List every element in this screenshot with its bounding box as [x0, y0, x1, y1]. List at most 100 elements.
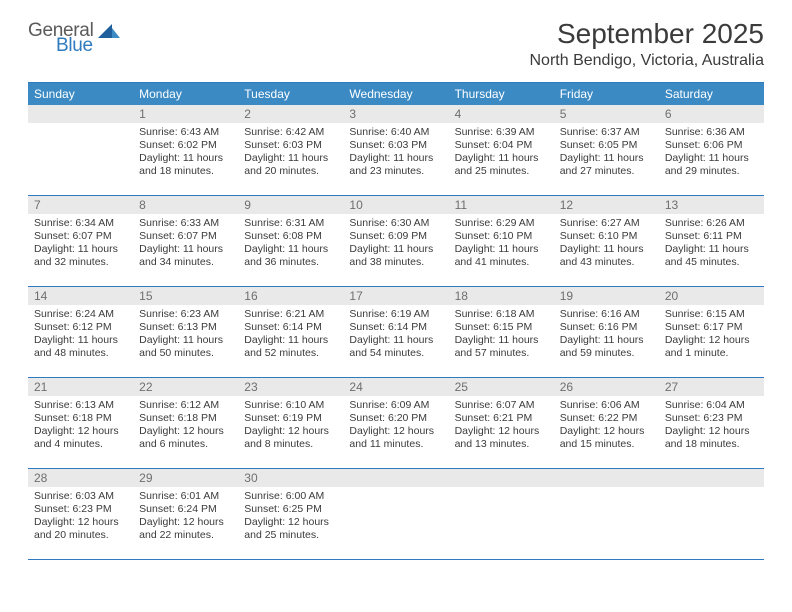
day-number: 7	[28, 196, 133, 214]
day-number	[659, 469, 764, 487]
daylight-text: Daylight: 11 hours and 18 minutes.	[139, 152, 232, 178]
day-number: 21	[28, 378, 133, 396]
daylight-text: Daylight: 11 hours and 27 minutes.	[560, 152, 653, 178]
daylight-text: Daylight: 12 hours and 6 minutes.	[139, 425, 232, 451]
day-cell: Sunrise: 6:39 AMSunset: 6:04 PMDaylight:…	[449, 123, 554, 195]
daylight-text: Daylight: 11 hours and 41 minutes.	[455, 243, 548, 269]
sunset-text: Sunset: 6:03 PM	[244, 139, 337, 152]
daylight-text: Daylight: 12 hours and 1 minute.	[665, 334, 758, 360]
day-number	[28, 105, 133, 123]
sunset-text: Sunset: 6:23 PM	[34, 503, 127, 516]
day-number: 15	[133, 287, 238, 305]
day-number: 9	[238, 196, 343, 214]
day-number: 5	[554, 105, 659, 123]
header: General Blue September 2025 North Bendig…	[28, 18, 764, 70]
day-number: 3	[343, 105, 448, 123]
day-number: 29	[133, 469, 238, 487]
sunset-text: Sunset: 6:19 PM	[244, 412, 337, 425]
day-number: 19	[554, 287, 659, 305]
sunset-text: Sunset: 6:07 PM	[34, 230, 127, 243]
day-cell	[554, 487, 659, 559]
day-cell: Sunrise: 6:12 AMSunset: 6:18 PMDaylight:…	[133, 396, 238, 468]
sunset-text: Sunset: 6:25 PM	[244, 503, 337, 516]
day-text: Sunrise: 6:10 AMSunset: 6:19 PMDaylight:…	[244, 399, 337, 452]
day-cell: Sunrise: 6:13 AMSunset: 6:18 PMDaylight:…	[28, 396, 133, 468]
sunrise-text: Sunrise: 6:10 AM	[244, 399, 337, 412]
week-row: Sunrise: 6:43 AMSunset: 6:02 PMDaylight:…	[28, 123, 764, 196]
sunrise-text: Sunrise: 6:03 AM	[34, 490, 127, 503]
brand-text: General Blue	[28, 22, 94, 54]
day-number: 24	[343, 378, 448, 396]
daylight-text: Daylight: 12 hours and 8 minutes.	[244, 425, 337, 451]
dow-saturday: Saturday	[659, 83, 764, 105]
day-number: 25	[449, 378, 554, 396]
week-row: Sunrise: 6:13 AMSunset: 6:18 PMDaylight:…	[28, 396, 764, 469]
day-text: Sunrise: 6:06 AMSunset: 6:22 PMDaylight:…	[560, 399, 653, 452]
day-cell: Sunrise: 6:34 AMSunset: 6:07 PMDaylight:…	[28, 214, 133, 286]
day-text: Sunrise: 6:15 AMSunset: 6:17 PMDaylight:…	[665, 308, 758, 361]
day-number: 8	[133, 196, 238, 214]
day-text: Sunrise: 6:09 AMSunset: 6:20 PMDaylight:…	[349, 399, 442, 452]
sunset-text: Sunset: 6:14 PM	[244, 321, 337, 334]
sunrise-text: Sunrise: 6:21 AM	[244, 308, 337, 321]
day-number: 27	[659, 378, 764, 396]
sunset-text: Sunset: 6:18 PM	[34, 412, 127, 425]
sunset-text: Sunset: 6:23 PM	[665, 412, 758, 425]
sunrise-text: Sunrise: 6:39 AM	[455, 126, 548, 139]
sunrise-text: Sunrise: 6:00 AM	[244, 490, 337, 503]
sunrise-text: Sunrise: 6:42 AM	[244, 126, 337, 139]
sunset-text: Sunset: 6:10 PM	[560, 230, 653, 243]
sunrise-text: Sunrise: 6:19 AM	[349, 308, 442, 321]
dow-monday: Monday	[133, 83, 238, 105]
day-number: 20	[659, 287, 764, 305]
sunset-text: Sunset: 6:16 PM	[560, 321, 653, 334]
day-number: 23	[238, 378, 343, 396]
sunrise-text: Sunrise: 6:43 AM	[139, 126, 232, 139]
sunset-text: Sunset: 6:17 PM	[665, 321, 758, 334]
daylight-text: Daylight: 12 hours and 11 minutes.	[349, 425, 442, 451]
day-cell: Sunrise: 6:24 AMSunset: 6:12 PMDaylight:…	[28, 305, 133, 377]
day-cell	[659, 487, 764, 559]
daylight-text: Daylight: 11 hours and 54 minutes.	[349, 334, 442, 360]
day-text: Sunrise: 6:23 AMSunset: 6:13 PMDaylight:…	[139, 308, 232, 361]
daylight-text: Daylight: 12 hours and 15 minutes.	[560, 425, 653, 451]
day-cell: Sunrise: 6:15 AMSunset: 6:17 PMDaylight:…	[659, 305, 764, 377]
day-text: Sunrise: 6:24 AMSunset: 6:12 PMDaylight:…	[34, 308, 127, 361]
daylight-text: Daylight: 11 hours and 20 minutes.	[244, 152, 337, 178]
sunset-text: Sunset: 6:13 PM	[139, 321, 232, 334]
daynum-row: 282930	[28, 469, 764, 487]
sunrise-text: Sunrise: 6:30 AM	[349, 217, 442, 230]
day-cell	[449, 487, 554, 559]
daylight-text: Daylight: 11 hours and 50 minutes.	[139, 334, 232, 360]
sunrise-text: Sunrise: 6:04 AM	[665, 399, 758, 412]
day-text: Sunrise: 6:01 AMSunset: 6:24 PMDaylight:…	[139, 490, 232, 543]
day-text: Sunrise: 6:31 AMSunset: 6:08 PMDaylight:…	[244, 217, 337, 270]
day-text: Sunrise: 6:36 AMSunset: 6:06 PMDaylight:…	[665, 126, 758, 179]
daynum-row: 78910111213	[28, 196, 764, 214]
day-cell	[343, 487, 448, 559]
day-text: Sunrise: 6:12 AMSunset: 6:18 PMDaylight:…	[139, 399, 232, 452]
day-number: 12	[554, 196, 659, 214]
sunset-text: Sunset: 6:21 PM	[455, 412, 548, 425]
day-cell: Sunrise: 6:40 AMSunset: 6:03 PMDaylight:…	[343, 123, 448, 195]
sunset-text: Sunset: 6:20 PM	[349, 412, 442, 425]
day-number: 16	[238, 287, 343, 305]
day-number: 11	[449, 196, 554, 214]
daylight-text: Daylight: 11 hours and 48 minutes.	[34, 334, 127, 360]
day-text: Sunrise: 6:42 AMSunset: 6:03 PMDaylight:…	[244, 126, 337, 179]
day-number: 13	[659, 196, 764, 214]
day-text: Sunrise: 6:37 AMSunset: 6:05 PMDaylight:…	[560, 126, 653, 179]
daylight-text: Daylight: 11 hours and 59 minutes.	[560, 334, 653, 360]
day-text: Sunrise: 6:16 AMSunset: 6:16 PMDaylight:…	[560, 308, 653, 361]
sunset-text: Sunset: 6:11 PM	[665, 230, 758, 243]
day-number: 22	[133, 378, 238, 396]
day-cell: Sunrise: 6:33 AMSunset: 6:07 PMDaylight:…	[133, 214, 238, 286]
day-cell: Sunrise: 6:29 AMSunset: 6:10 PMDaylight:…	[449, 214, 554, 286]
daylight-text: Daylight: 11 hours and 32 minutes.	[34, 243, 127, 269]
sunset-text: Sunset: 6:04 PM	[455, 139, 548, 152]
week-row: Sunrise: 6:03 AMSunset: 6:23 PMDaylight:…	[28, 487, 764, 560]
day-cell: Sunrise: 6:43 AMSunset: 6:02 PMDaylight:…	[133, 123, 238, 195]
day-text: Sunrise: 6:03 AMSunset: 6:23 PMDaylight:…	[34, 490, 127, 543]
day-cell: Sunrise: 6:07 AMSunset: 6:21 PMDaylight:…	[449, 396, 554, 468]
sunset-text: Sunset: 6:10 PM	[455, 230, 548, 243]
